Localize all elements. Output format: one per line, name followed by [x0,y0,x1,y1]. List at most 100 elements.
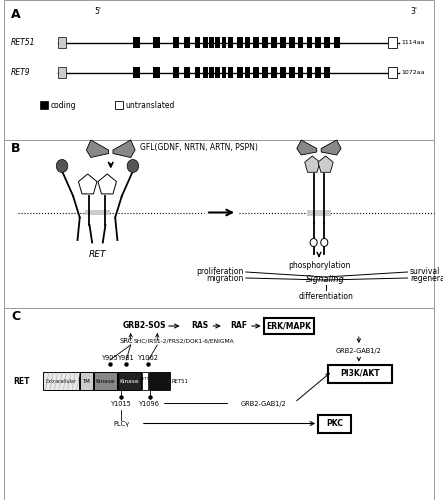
Bar [133,68,140,78]
Bar [209,38,214,48]
Text: migration: migration [206,274,244,283]
Bar [280,38,286,48]
Polygon shape [86,140,109,158]
Text: regeneration: regeneration [410,274,443,283]
Polygon shape [318,156,333,172]
Bar [153,68,160,78]
Bar [133,38,140,48]
Bar [324,38,330,48]
Text: coding: coding [51,100,76,110]
Bar [85,210,110,215]
Text: TM: TM [82,378,90,384]
Text: Kinase: Kinase [96,378,115,384]
Text: Y1015: Y1015 [111,400,132,406]
Text: survival: survival [410,268,440,276]
Bar [149,372,170,390]
Bar [222,38,226,48]
Bar [118,372,141,390]
Bar [328,364,392,382]
Text: Y1062: Y1062 [138,354,159,360]
Bar [222,68,226,78]
Text: differentiation: differentiation [298,292,353,301]
Circle shape [127,160,139,172]
Bar [153,38,160,48]
Bar [4,140,434,308]
Bar [289,38,295,48]
Text: PLCγ: PLCγ [113,420,129,426]
Bar [307,210,331,216]
Text: GFL(GDNF, NRTN, ARTN, PSPN): GFL(GDNF, NRTN, ARTN, PSPN) [140,143,257,152]
Bar [388,38,397,48]
Circle shape [56,160,68,172]
Bar [215,38,220,48]
Bar [262,68,268,78]
Polygon shape [305,156,320,172]
Text: Kinase: Kinase [120,378,139,384]
Bar [203,38,208,48]
Circle shape [310,238,317,246]
Bar [184,68,190,78]
Polygon shape [113,140,135,158]
Polygon shape [98,174,117,194]
Text: PKC: PKC [326,419,343,428]
Text: untranslated: untranslated [126,100,175,110]
Bar [228,68,233,78]
Text: Signaling: Signaling [306,276,345,284]
Text: PI3K/AKT: PI3K/AKT [340,369,380,378]
Bar [315,38,321,48]
Text: proliferation: proliferation [196,268,244,276]
Text: 3': 3' [411,8,418,16]
Bar [142,372,148,390]
Bar [4,0,434,140]
Bar [195,68,200,78]
Bar [298,68,303,78]
Bar [173,38,179,48]
Text: RET51: RET51 [171,378,188,384]
Bar [184,38,190,48]
Text: B: B [11,142,20,156]
Bar [289,68,295,78]
Text: RET9: RET9 [11,68,31,77]
Bar [80,372,93,390]
Bar [307,68,312,78]
Bar [307,38,312,48]
Bar [271,38,277,48]
Text: Extracellular: Extracellular [46,378,77,384]
Text: Y905: Y905 [101,354,118,360]
Text: 5': 5' [94,8,101,16]
Bar [237,38,243,48]
Bar [280,68,286,78]
Bar [58,38,66,48]
Text: RET: RET [89,250,106,259]
Bar [195,38,200,48]
Bar [115,101,123,109]
Bar [324,68,330,78]
Text: Y1096: Y1096 [139,400,160,406]
Text: SRC: SRC [120,338,133,344]
Bar [271,68,277,78]
Text: SHC/IRS1-2/FRS2/DOK1-6/ENIGMA: SHC/IRS1-2/FRS2/DOK1-6/ENIGMA [133,338,234,344]
Bar [334,38,340,48]
Text: ERK/MAPK: ERK/MAPK [266,322,311,330]
Polygon shape [297,140,317,155]
Bar [298,38,303,48]
Bar [209,68,214,78]
Bar [245,68,250,78]
Text: GRB2-GAB1/2: GRB2-GAB1/2 [336,348,382,354]
Bar [237,68,243,78]
Text: RET51: RET51 [11,38,35,47]
Bar [318,414,351,432]
Polygon shape [321,140,341,155]
Text: Y981: Y981 [118,354,135,360]
Bar [215,68,220,78]
Bar [262,38,268,48]
Bar [94,372,117,390]
Bar [388,68,397,78]
Text: GRB2-SOS: GRB2-SOS [122,322,166,330]
Text: phosphorylation: phosphorylation [288,262,350,270]
Text: RET9: RET9 [140,376,150,380]
Text: GRB2-GAB1/2: GRB2-GAB1/2 [241,400,287,406]
Text: RAS: RAS [191,322,208,330]
Bar [228,38,233,48]
Text: 1114aa: 1114aa [401,40,424,45]
